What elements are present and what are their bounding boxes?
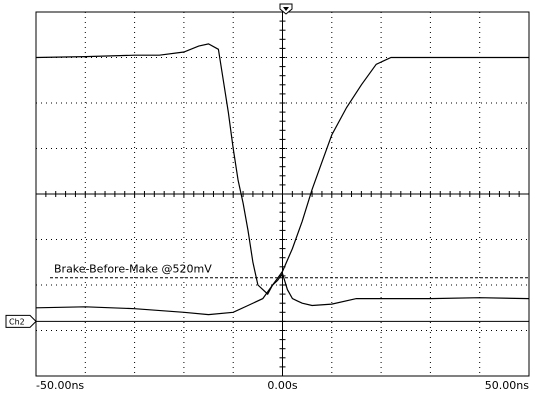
waveforms: [35, 43, 530, 322]
x-tick-label-right: 50.00ns: [485, 379, 529, 392]
x-tick-label-center: 0.00s: [267, 379, 297, 392]
series-line-2: [35, 56, 529, 316]
graticule: [36, 12, 529, 376]
x-tick-label-left: -50.00ns: [36, 379, 84, 392]
channel-marker: Ch2: [5, 314, 37, 328]
threshold-annotation: Brake-Before-Make @520mV: [54, 263, 212, 276]
trigger-arrow-inner: [283, 7, 289, 11]
trigger-marker: [279, 3, 293, 15]
channel-marker-box: [5, 314, 37, 328]
series-line-1: [35, 43, 530, 307]
channel-marker-label: Ch2: [9, 317, 25, 326]
